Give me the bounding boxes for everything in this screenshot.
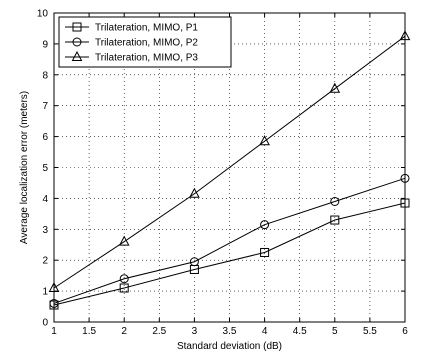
data-point xyxy=(189,257,199,267)
y-tick-label: 7 xyxy=(42,101,48,112)
data-point xyxy=(260,247,270,257)
y-axis-label: Average localization error (meters) xyxy=(19,91,30,244)
legend: Trilateration, MIMO, P1 Trilateration, MI… xyxy=(58,16,232,68)
y-tick-label: 1 xyxy=(42,287,48,298)
series-line xyxy=(53,35,406,289)
legend-label: Trilateration, MIMO, P2 xyxy=(95,38,198,49)
legend-item: Trilateration, MIMO, P2 xyxy=(65,37,198,49)
y-tick-label: 10 xyxy=(37,9,49,20)
series-1 xyxy=(49,198,410,310)
data-point xyxy=(119,274,129,284)
y-tick-label: 0 xyxy=(42,318,48,329)
legend-label: Trilateration, MIMO, P1 xyxy=(95,23,198,34)
legend-item: Trilateration, MIMO, P1 xyxy=(65,22,198,34)
series-line xyxy=(53,202,406,306)
y-tick-label: 8 xyxy=(42,70,48,81)
data-point xyxy=(118,235,130,246)
x-tick-label: 4.5 xyxy=(293,326,307,337)
y-tick-label: 9 xyxy=(42,39,48,50)
data-point xyxy=(330,196,340,206)
y-tick-label: 6 xyxy=(42,132,48,143)
y-tick-label: 5 xyxy=(42,163,48,174)
legend-swatch-marker xyxy=(72,37,82,47)
x-tick-label: 2.5 xyxy=(152,326,166,337)
x-tick-label: 3.5 xyxy=(223,326,237,337)
data-point xyxy=(260,220,270,230)
x-axis-label: Standard deviation (dB) xyxy=(177,341,282,352)
series-layer xyxy=(48,30,411,310)
x-tick-label: 4 xyxy=(262,326,268,337)
series-line xyxy=(53,177,406,304)
x-tick-label: 6 xyxy=(402,326,408,337)
legend-swatch-marker xyxy=(71,50,83,61)
x-tick-label: 1 xyxy=(51,326,57,337)
data-point xyxy=(329,82,341,93)
series-2 xyxy=(49,173,410,308)
data-point xyxy=(330,215,340,225)
x-tick-label: 3 xyxy=(192,326,198,337)
legend-item: Trilateration, MIMO, P3 xyxy=(65,50,198,64)
x-tick-label: 5.5 xyxy=(363,326,377,337)
y-tick-label: 4 xyxy=(42,194,48,205)
data-point xyxy=(259,135,270,146)
x-tick-label: 1.5 xyxy=(82,326,96,337)
legend-swatch-marker xyxy=(72,22,82,32)
x-tick-label: 5 xyxy=(332,326,338,337)
y-tick-label: 2 xyxy=(42,256,48,267)
legend-label: Trilateration, MIMO, P3 xyxy=(95,53,198,64)
grid xyxy=(54,13,405,322)
series-3 xyxy=(48,30,411,293)
x-tick-label: 2 xyxy=(121,326,127,337)
data-point xyxy=(189,187,200,198)
data-point xyxy=(119,283,129,293)
y-tick-label: 3 xyxy=(42,225,48,236)
